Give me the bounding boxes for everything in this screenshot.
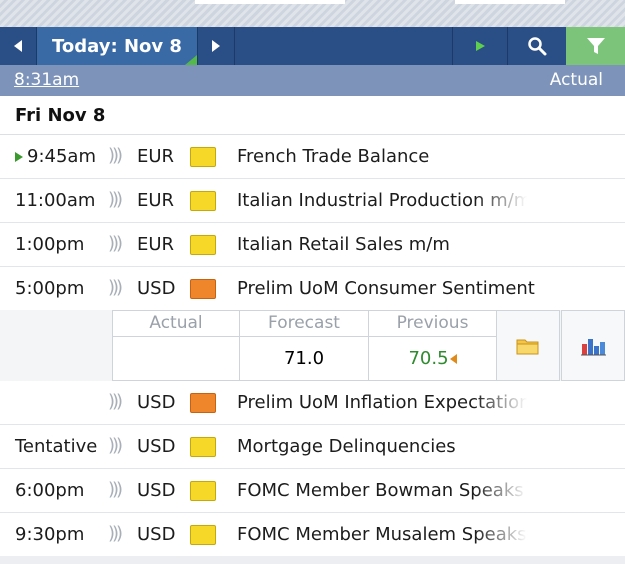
sound-icon: ))) bbox=[108, 277, 123, 298]
detail-previous-cell[interactable]: 70.5 bbox=[368, 336, 497, 381]
impact-low-icon bbox=[190, 481, 216, 501]
today-label: Today: Nov 8 bbox=[52, 35, 182, 57]
jump-to-now-button[interactable] bbox=[453, 27, 507, 65]
sound-icon: ))) bbox=[108, 523, 123, 544]
day-label: Fri Nov 8 bbox=[15, 105, 106, 126]
event-time: 9:45am bbox=[27, 146, 96, 167]
filter-icon bbox=[586, 38, 605, 54]
toolbar-divider bbox=[507, 27, 508, 65]
event-time: 5:00pm bbox=[15, 278, 85, 299]
impact-low-icon bbox=[190, 235, 216, 255]
actual-column-header: Actual bbox=[549, 70, 603, 90]
top-tab-edge bbox=[455, 0, 565, 4]
toolbar-divider bbox=[36, 27, 37, 65]
sound-icon: ))) bbox=[108, 479, 123, 500]
filter-button[interactable] bbox=[566, 27, 625, 65]
event-row[interactable]: Tentative ))) USD Mortgage Delinquencies bbox=[0, 425, 625, 469]
event-title: FOMC Member Bowman Speaks bbox=[237, 480, 524, 501]
sound-icon: ))) bbox=[108, 189, 123, 210]
event-title: FOMC Member Musalem Speaks bbox=[237, 524, 527, 545]
sound-icon: ))) bbox=[108, 391, 123, 412]
event-time: 6:00pm bbox=[15, 480, 85, 501]
event-row[interactable]: 9:45am ))) EUR French Trade Balance bbox=[0, 135, 625, 179]
event-time: 1:00pm bbox=[15, 234, 85, 255]
top-scroll-strip bbox=[0, 0, 625, 28]
event-detail-panel: Actual Forecast Previous 71.0 70.5 bbox=[0, 310, 625, 382]
event-currency: USD bbox=[137, 524, 176, 545]
list-bottom-edge bbox=[0, 556, 625, 564]
toolbar-divider bbox=[234, 27, 235, 65]
detail-forecast-value: 71.0 bbox=[239, 336, 369, 381]
detail-actual-header: Actual bbox=[112, 310, 240, 337]
event-history-button[interactable] bbox=[496, 310, 560, 381]
impact-medium-icon bbox=[190, 279, 216, 299]
event-title: Prelim UoM Consumer Sentiment bbox=[237, 278, 535, 299]
arrow-left-icon bbox=[14, 40, 22, 52]
current-time-bar: 8:31am Actual bbox=[0, 65, 625, 96]
event-title: Italian Retail Sales m/m bbox=[237, 234, 450, 255]
event-title: Italian Industrial Production m/m bbox=[237, 190, 527, 211]
folder-icon bbox=[516, 339, 539, 354]
current-event-marker-icon bbox=[15, 152, 23, 162]
event-currency: EUR bbox=[137, 190, 175, 211]
bar-chart-icon bbox=[581, 338, 606, 355]
event-currency: USD bbox=[137, 278, 176, 299]
impact-medium-icon bbox=[190, 393, 216, 413]
event-currency: EUR bbox=[137, 146, 175, 167]
event-row[interactable]: 6:00pm ))) USD FOMC Member Bowman Speaks bbox=[0, 469, 625, 513]
impact-low-icon bbox=[190, 147, 216, 167]
detail-previous-header: Previous bbox=[368, 310, 497, 337]
search-icon bbox=[528, 37, 547, 56]
today-indicator bbox=[185, 55, 197, 65]
sound-icon: ))) bbox=[108, 233, 123, 254]
event-currency: EUR bbox=[137, 234, 175, 255]
impact-low-icon bbox=[190, 191, 216, 211]
event-row[interactable]: 9:30pm ))) USD FOMC Member Musalem Speak… bbox=[0, 513, 625, 557]
day-header: Fri Nov 8 bbox=[0, 96, 625, 135]
arrow-right-icon bbox=[212, 40, 220, 52]
event-currency: USD bbox=[137, 436, 176, 457]
event-time: 11:00am bbox=[15, 190, 96, 211]
event-currency: USD bbox=[137, 392, 176, 413]
event-title: Prelim UoM Inflation Expectations bbox=[237, 392, 527, 413]
event-time: 9:30pm bbox=[15, 524, 85, 545]
revision-marker-icon bbox=[449, 354, 457, 364]
event-row[interactable]: ))) USD Prelim UoM Inflation Expectation… bbox=[0, 381, 625, 425]
event-row[interactable]: 11:00am ))) EUR Italian Industrial Produ… bbox=[0, 179, 625, 223]
detail-actual-value bbox=[112, 336, 240, 381]
event-currency: USD bbox=[137, 480, 176, 501]
event-chart-button[interactable] bbox=[561, 310, 625, 381]
sound-icon: ))) bbox=[108, 435, 123, 456]
today-button[interactable]: Today: Nov 8 bbox=[37, 27, 197, 65]
search-button[interactable] bbox=[508, 27, 566, 65]
top-tab-edge bbox=[195, 0, 345, 4]
event-title: Mortgage Delinquencies bbox=[237, 436, 456, 457]
toolbar-divider bbox=[197, 27, 198, 65]
current-time-link[interactable]: 8:31am bbox=[14, 70, 80, 90]
detail-forecast-header: Forecast bbox=[239, 310, 369, 337]
play-icon bbox=[476, 41, 485, 51]
impact-low-icon bbox=[190, 525, 216, 545]
impact-low-icon bbox=[190, 437, 216, 457]
sound-icon: ))) bbox=[108, 145, 123, 166]
event-title: French Trade Balance bbox=[237, 146, 430, 167]
toolbar-divider bbox=[452, 27, 453, 65]
calendar-toolbar: Today: Nov 8 bbox=[0, 27, 625, 66]
event-row-expanded[interactable]: 5:00pm ))) USD Prelim UoM Consumer Senti… bbox=[0, 267, 625, 311]
event-time: Tentative bbox=[15, 436, 98, 457]
prev-day-button[interactable] bbox=[0, 27, 36, 65]
event-row[interactable]: 1:00pm ))) EUR Italian Retail Sales m/m bbox=[0, 223, 625, 267]
next-day-button[interactable] bbox=[198, 27, 234, 65]
detail-previous-value: 70.5 bbox=[408, 348, 449, 369]
